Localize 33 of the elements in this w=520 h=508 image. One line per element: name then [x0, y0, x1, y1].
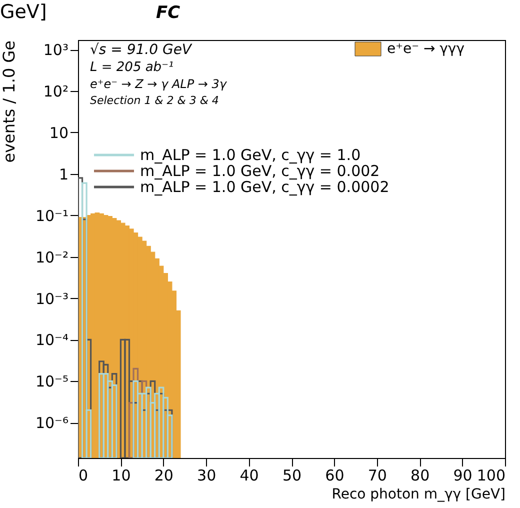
- x-tick-label: 0: [78, 466, 88, 484]
- y-axis-title: events / 1.0 Ge: [0, 40, 18, 163]
- x-tick-label: 70: [368, 466, 387, 484]
- x-tick-label: 40: [240, 466, 259, 484]
- x-tick-label: 50: [282, 466, 302, 484]
- chart-title: FC: [156, 3, 181, 23]
- y-tick-label: 10⁻⁴: [35, 331, 68, 350]
- annotation: L = 205 ab⁻¹: [90, 60, 174, 75]
- x-tick-label: 30: [197, 466, 216, 484]
- annotation: Selection 1 & 2 & 3 & 4: [90, 94, 219, 107]
- x-axis-title: Reco photon m_γγ [GeV]: [332, 486, 506, 502]
- y-tick-label: 10: [49, 124, 68, 142]
- y-tick-label: 10⁻⁵: [35, 372, 68, 391]
- legend-label: m_ALP = 1.0 GeV, c_γγ = 1.0: [140, 146, 361, 164]
- x-tick-label: 100: [476, 466, 506, 484]
- x-tick-label: 20: [154, 466, 174, 484]
- annotation: e⁺e⁻ → Z → γ ALP → 3γ: [90, 77, 228, 91]
- y-tick-label: 10³: [43, 41, 68, 60]
- y-tick-label: 1: [58, 165, 68, 184]
- legend-label: m_ALP = 1.0 GeV, c_γγ = 0.0002: [140, 178, 390, 196]
- y-tick-label: 10⁻⁶: [35, 414, 68, 432]
- text: GeV]: [0, 1, 47, 23]
- y-tick-label: 10⁻¹: [35, 206, 68, 225]
- annotation: √s = 91.0 GeV: [90, 42, 193, 58]
- x-tick-label: 60: [325, 466, 344, 484]
- legend-label: m_ALP = 1.0 GeV, c_γγ = 0.002: [140, 162, 380, 180]
- legend-label: e⁺e⁻ → γγγ: [387, 41, 464, 57]
- x-tick-label: 80: [410, 466, 430, 484]
- y-tick-label: 10⁻³: [35, 290, 68, 308]
- y-tick-label: 10²: [43, 82, 68, 101]
- x-tick-label: 90: [453, 466, 472, 484]
- x-tick-label: 10: [112, 466, 131, 484]
- y-tick-label: 10⁻²: [35, 248, 68, 266]
